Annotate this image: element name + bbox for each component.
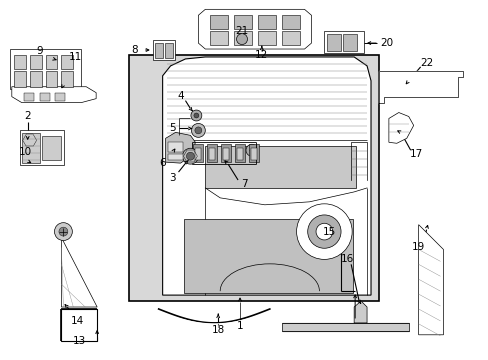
Bar: [167, 142, 183, 152]
Bar: [205, 146, 355, 188]
Bar: [209, 148, 215, 160]
Text: 14: 14: [71, 316, 84, 326]
Bar: [45, 55, 57, 69]
Circle shape: [315, 223, 332, 240]
Polygon shape: [418, 225, 443, 335]
Bar: [152, 40, 174, 60]
Text: 1: 1: [236, 321, 243, 331]
Text: 15: 15: [322, 226, 335, 237]
Bar: [343, 34, 356, 51]
Bar: [210, 15, 228, 29]
Bar: [10, 49, 81, 89]
Bar: [41, 136, 61, 160]
Bar: [223, 148, 229, 160]
Bar: [30, 71, 41, 87]
Bar: [281, 323, 408, 331]
Bar: [30, 55, 41, 69]
Bar: [14, 55, 26, 69]
Bar: [20, 130, 64, 165]
Bar: [324, 31, 364, 53]
Bar: [257, 31, 275, 45]
Text: 7: 7: [240, 179, 247, 189]
Text: 17: 17: [409, 149, 423, 159]
Bar: [14, 71, 26, 87]
Bar: [281, 31, 299, 45]
Polygon shape: [12, 87, 96, 103]
Bar: [281, 15, 299, 29]
Bar: [55, 93, 65, 100]
Circle shape: [194, 113, 199, 118]
Text: 5: 5: [169, 123, 176, 134]
Circle shape: [245, 144, 257, 156]
Bar: [24, 93, 34, 100]
Circle shape: [182, 148, 198, 164]
Text: 9: 9: [36, 46, 43, 56]
Polygon shape: [388, 113, 413, 143]
Bar: [61, 309, 97, 341]
Polygon shape: [378, 71, 462, 103]
Bar: [167, 154, 183, 160]
Bar: [61, 55, 73, 69]
Circle shape: [191, 123, 205, 137]
Bar: [221, 144, 231, 162]
Circle shape: [21, 132, 38, 148]
Text: 18: 18: [211, 325, 224, 335]
Bar: [235, 144, 244, 162]
Bar: [234, 15, 251, 29]
Bar: [257, 15, 275, 29]
Bar: [154, 43, 163, 58]
Circle shape: [195, 127, 202, 134]
Bar: [248, 144, 258, 162]
Text: 10: 10: [19, 147, 32, 157]
Text: 8: 8: [131, 45, 138, 55]
Text: 16: 16: [340, 255, 353, 264]
Text: 2: 2: [24, 112, 31, 121]
Text: 22: 22: [419, 58, 432, 68]
Polygon shape: [353, 301, 366, 323]
Polygon shape: [61, 238, 97, 307]
Bar: [21, 133, 40, 163]
Text: 3: 3: [169, 173, 176, 183]
Bar: [40, 93, 49, 100]
Text: 4: 4: [177, 91, 183, 101]
Bar: [129, 55, 378, 301]
Bar: [326, 34, 341, 51]
Bar: [234, 31, 251, 45]
Circle shape: [307, 215, 340, 248]
Circle shape: [190, 110, 202, 121]
Bar: [61, 71, 73, 87]
Circle shape: [54, 223, 72, 240]
Text: 13: 13: [73, 336, 86, 346]
Circle shape: [186, 152, 194, 160]
Bar: [193, 144, 203, 162]
Bar: [237, 148, 243, 160]
Bar: [210, 31, 228, 45]
Bar: [184, 219, 352, 293]
Bar: [207, 144, 217, 162]
Bar: [45, 71, 57, 87]
Circle shape: [26, 136, 34, 144]
Polygon shape: [165, 132, 195, 163]
Text: 20: 20: [380, 38, 393, 48]
Bar: [195, 148, 201, 160]
Polygon shape: [198, 9, 311, 49]
Polygon shape: [163, 57, 370, 295]
Bar: [250, 148, 256, 160]
Text: 11: 11: [68, 52, 82, 62]
Text: 6: 6: [159, 158, 165, 168]
Bar: [164, 43, 172, 58]
Text: 19: 19: [411, 243, 425, 252]
Circle shape: [296, 204, 351, 260]
Circle shape: [59, 227, 68, 236]
Text: 12: 12: [255, 50, 268, 60]
Circle shape: [236, 33, 247, 45]
Text: 21: 21: [235, 26, 248, 36]
